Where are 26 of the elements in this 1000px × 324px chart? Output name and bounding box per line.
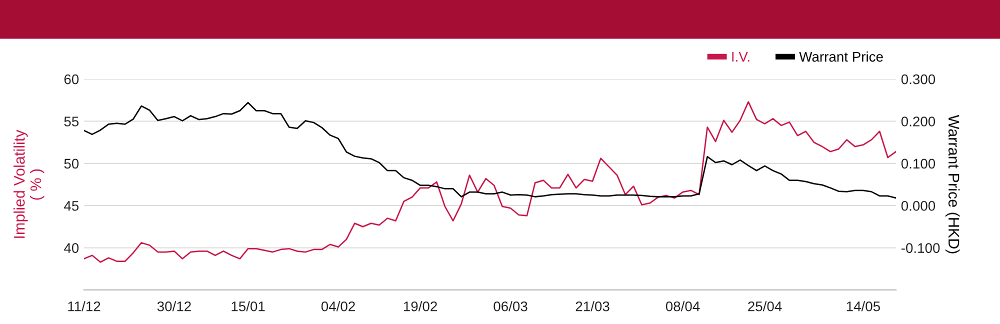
x-tick-label: 19/02 bbox=[404, 301, 437, 312]
y-tick-label: 60 bbox=[64, 74, 79, 84]
legend-label: Warrant Price bbox=[799, 52, 883, 62]
line-series bbox=[84, 102, 896, 199]
y2-tick-label: 0.100 bbox=[901, 158, 936, 169]
x-tick-label: 14/05 bbox=[846, 301, 880, 312]
y-tick-label: 50 bbox=[64, 158, 79, 169]
y2-tick-label: 0.200 bbox=[901, 116, 936, 126]
y2-tick-label: 0.000 bbox=[901, 200, 936, 211]
y2-axis-title: Warrant Price (HKD) bbox=[945, 114, 960, 254]
x-tick-label: 21/03 bbox=[576, 301, 610, 312]
x-tick-label: 15/01 bbox=[232, 301, 265, 312]
x-tick-label: 11/12 bbox=[68, 301, 100, 312]
x-tick-label: 30/12 bbox=[157, 301, 191, 312]
x-tick-label: 25/04 bbox=[748, 301, 782, 312]
y-tick-label: 40 bbox=[64, 243, 79, 253]
y2-tick-label: 0.300 bbox=[901, 74, 936, 84]
x-tick-label: 04/02 bbox=[321, 301, 355, 312]
y-tick-label: 55 bbox=[64, 116, 79, 126]
x-tick-label: 06/03 bbox=[494, 301, 528, 312]
y-axis-title: Implied Volatility ( % ) bbox=[14, 130, 44, 238]
line-series bbox=[84, 101, 896, 263]
y-tick-label: 45 bbox=[64, 201, 79, 211]
x-tick-label: 08/04 bbox=[666, 301, 700, 312]
y2-tick-label: -0.100 bbox=[901, 243, 940, 253]
legend-label: I.V. bbox=[732, 52, 750, 62]
